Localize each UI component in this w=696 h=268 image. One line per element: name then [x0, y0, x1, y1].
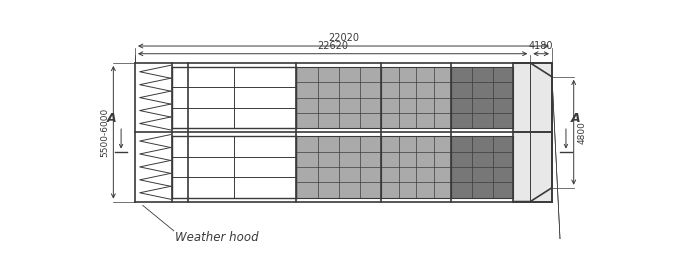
- Bar: [451, 67, 513, 128]
- Text: A: A: [107, 111, 117, 125]
- Text: Weather hood: Weather hood: [175, 231, 259, 244]
- Bar: [451, 136, 513, 198]
- Bar: [381, 136, 451, 198]
- Text: A: A: [571, 111, 580, 125]
- Text: 22620: 22620: [317, 41, 348, 51]
- Bar: [513, 63, 552, 202]
- Text: 4180: 4180: [529, 41, 553, 51]
- Bar: [296, 67, 381, 128]
- Text: 22020: 22020: [328, 33, 359, 43]
- Text: 4800: 4800: [578, 121, 587, 144]
- Text: 5500-6000: 5500-6000: [100, 108, 109, 157]
- Bar: [381, 67, 451, 128]
- Bar: [296, 136, 381, 198]
